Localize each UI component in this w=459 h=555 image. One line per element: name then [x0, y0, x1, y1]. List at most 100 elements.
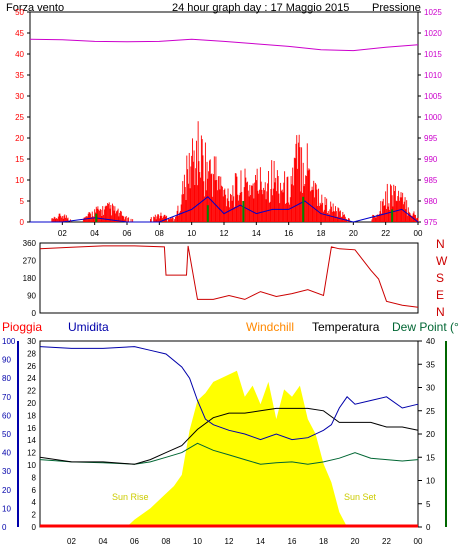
compass-label: W	[436, 254, 448, 268]
humidity-tick-label: 10	[2, 504, 11, 513]
wind-x-tick-labels: 02 04 06 08 10 12 14 16 18 20 22 00	[58, 222, 423, 238]
x-tick-label: 20	[351, 537, 360, 546]
pressure-axis-label: Pressione	[372, 2, 421, 14]
wind-tick-label: 30	[15, 92, 24, 101]
direction-tick-label: 180	[23, 274, 37, 283]
dewpoint-line	[39, 442, 419, 465]
wind-direction-line	[39, 245, 419, 308]
temperature-tick-label: 0	[426, 523, 431, 532]
compass-label: N	[436, 305, 445, 319]
rain-tick-label: 26	[27, 362, 36, 371]
humidity-tick-label: 20	[2, 486, 11, 495]
wind-pressure-plot-area	[29, 11, 419, 223]
rain-tick-label: 2	[32, 511, 37, 520]
wind-tick-labels: 0 5 10 15 20 25 30 35 40 45 50	[15, 8, 30, 227]
x-tick-label: 02	[67, 537, 76, 546]
x-tick-label: 10	[193, 537, 202, 546]
legend-humidity: Umidita	[68, 320, 109, 334]
legend-dewpoint: Dew Point (°C	[392, 320, 459, 334]
temperature-tick-label: 25	[426, 407, 435, 416]
x-tick-label: 14	[256, 537, 265, 546]
wind-tick-label: 40	[15, 50, 24, 59]
wind-tick-label: 50	[15, 8, 24, 17]
pressure-tick-label: 980	[424, 197, 438, 206]
rain-tick-label: 16	[27, 424, 36, 433]
x-tick-label: 04	[90, 229, 99, 238]
rain-tick-label: 18	[27, 411, 36, 420]
x-tick-label: 02	[58, 229, 67, 238]
x-tick-label: 16	[284, 229, 293, 238]
humidity-line	[39, 346, 419, 441]
temperature-tick-label: 20	[426, 430, 435, 439]
wind-direction-plot-area	[39, 242, 419, 314]
temperature-tick-labels: 0 5 10 15 20 25 30 35 40	[418, 337, 447, 532]
pressure-tick-labels: 975 980 985 990 995 1000 1005 1010 1015 1020 1025	[418, 8, 442, 227]
humidity-tick-label: 50	[2, 430, 11, 439]
legend-rain: Pioggia	[2, 320, 42, 334]
pressure-line	[29, 38, 419, 52]
x-tick-label: 12	[220, 229, 229, 238]
humidity-tick-label: 30	[2, 467, 11, 476]
pressure-tick-label: 985	[424, 176, 438, 185]
compass-label: N	[436, 237, 445, 251]
compass-label: S	[436, 271, 444, 285]
solar-radiation-area	[126, 370, 348, 527]
rain-tick-label: 4	[32, 498, 37, 507]
x-tick-label: 10	[187, 229, 196, 238]
x-tick-label: 18	[317, 229, 326, 238]
wind-bars	[51, 121, 419, 222]
temperature-tick-label: 5	[426, 500, 431, 509]
rain-tick-label: 20	[27, 399, 36, 408]
x-tick-label: 20	[349, 229, 358, 238]
gust-line	[30, 196, 419, 223]
rain-tick-label: 10	[27, 461, 36, 470]
wind-tick-label: 5	[20, 197, 25, 206]
chart-title: 24 hour graph day : 17 Maggio 2015	[172, 2, 349, 14]
wind-pressure-panel: Forza vento 24 hour graph day : 17 Maggi…	[6, 2, 442, 238]
x-tick-label: 08	[162, 537, 171, 546]
humidity-tick-label: 40	[2, 449, 11, 458]
wind-tick-label: 25	[15, 113, 24, 122]
x-tick-label: 08	[155, 229, 164, 238]
pressure-tick-label: 1010	[424, 71, 442, 80]
x-tick-label: 00	[414, 229, 423, 238]
sunset-annotation: Sun Set	[344, 492, 377, 502]
x-tick-label: 14	[252, 229, 261, 238]
pressure-tick-label: 990	[424, 155, 438, 164]
humidity-tick-labels: 0 10 20 30 40 50 60 70 80 90 100	[2, 337, 19, 532]
gust-series	[30, 196, 419, 223]
direction-degree-labels: 360 270 180 90 0	[23, 239, 37, 318]
x-tick-label: 22	[381, 229, 390, 238]
wind-tick-label: 20	[15, 134, 24, 143]
humidity-tick-label: 70	[2, 393, 11, 402]
temperature-tick-label: 10	[426, 477, 435, 486]
legend-temperature: Temperatura	[312, 320, 380, 334]
x-tick-label: 22	[382, 537, 391, 546]
temperature-tick-label: 30	[426, 384, 435, 393]
x-tick-label: 12	[225, 537, 234, 546]
x-tick-label: 06	[130, 537, 139, 546]
rain-tick-label: 14	[27, 436, 36, 445]
x-tick-label: 18	[319, 537, 328, 546]
rain-tick-label: 12	[27, 449, 36, 458]
humidity-tick-label: 100	[2, 337, 16, 346]
direction-tick-label: 270	[23, 257, 37, 266]
rain-tick-label: 22	[27, 387, 36, 396]
rain-tick-label: 28	[27, 349, 36, 358]
pressure-tick-label: 975	[424, 218, 438, 227]
temperature-line	[39, 407, 419, 465]
solar-area	[126, 370, 348, 527]
rain-x-tick-labels: 02 04 06 08 10 12 14 16 18 20 22 00	[67, 537, 423, 546]
humidity-tick-label: 0	[2, 523, 7, 532]
rain-tick-label: 6	[32, 486, 37, 495]
temperature-tick-label: 15	[426, 453, 435, 462]
direction-tick-label: 360	[23, 239, 37, 248]
pressure-tick-label: 1015	[424, 50, 442, 59]
x-tick-label: 04	[99, 537, 108, 546]
temperature-tick-label: 35	[426, 360, 435, 369]
